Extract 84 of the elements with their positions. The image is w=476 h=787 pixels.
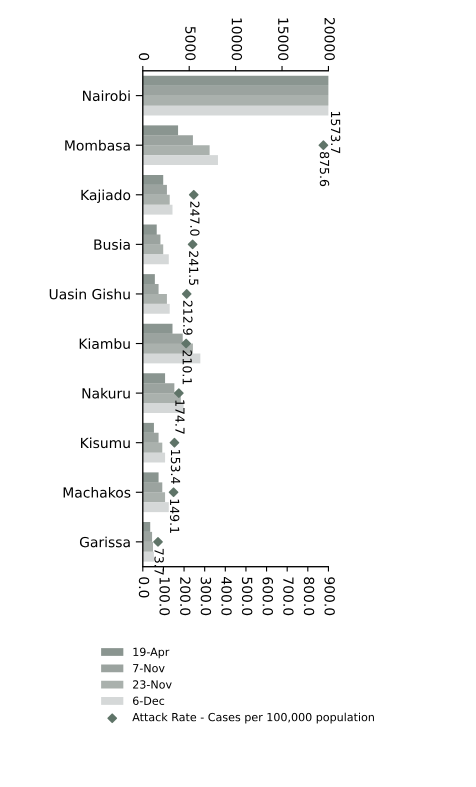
legend-label: 23-Nov (133, 680, 172, 689)
bar (142, 482, 162, 492)
y-tick-label: Kiambu (80, 338, 130, 349)
legend-label: 7-Nov (133, 664, 165, 672)
x2-tick-label: 400.0 (221, 577, 232, 616)
legend-label: Attack Rate - Cases per 100,000 population (132, 712, 374, 724)
bar (142, 244, 164, 254)
point (182, 289, 192, 299)
bar (142, 452, 166, 463)
point (188, 190, 199, 200)
bar (142, 155, 218, 166)
bar (142, 145, 210, 156)
point (318, 140, 328, 150)
data-label: 210.1 (182, 350, 192, 384)
data-label: 212.9 (183, 300, 193, 335)
y-tick-label: Mombasa (65, 140, 130, 151)
bar (142, 304, 170, 314)
y-tick-label: Machakos (64, 486, 130, 498)
bar (142, 194, 170, 205)
y-tick-label: Uasin Gishu (50, 288, 130, 300)
bar (142, 472, 159, 482)
x2-tick-label: 200.0 (180, 577, 191, 616)
point (153, 536, 163, 547)
data-label: 153.4 (170, 450, 180, 484)
legend-label: 19-Apr (133, 648, 170, 658)
bar (142, 542, 154, 552)
x2-tick-label: 700.0 (283, 578, 294, 616)
x-tick-label: 20000 (324, 18, 335, 60)
y-tick-label: Kisumu (81, 437, 130, 448)
bar (142, 502, 169, 512)
bar (142, 432, 159, 443)
bar (142, 373, 166, 384)
data-label: 247.0 (190, 202, 200, 236)
x2-tick-label: 600.0 (262, 577, 274, 616)
point (181, 338, 191, 348)
data-label: 174.7 (175, 400, 184, 434)
bar (142, 224, 157, 234)
bar (142, 284, 159, 294)
bar (142, 125, 178, 136)
bar (142, 254, 169, 264)
x-tick-label: 0 (138, 53, 150, 60)
bar (142, 274, 155, 284)
x2-tick-label: 0.0 (138, 577, 150, 598)
bar (142, 383, 174, 394)
bar (142, 492, 166, 502)
bar (142, 96, 328, 106)
bar (142, 135, 193, 146)
bar (142, 106, 328, 116)
x-tick-label: 5000 (185, 26, 196, 60)
y-tick-label: Busia (94, 239, 130, 250)
bar (142, 422, 154, 433)
point (170, 438, 180, 448)
x2-tick-label: 800.0 (304, 577, 314, 616)
x2-tick-label: 300.0 (200, 577, 212, 616)
data-label: 149.1 (170, 500, 180, 533)
x2-tick-label: 100.0 (159, 578, 170, 616)
data-label: 73.7 (154, 548, 164, 575)
point (188, 240, 198, 250)
bar (142, 442, 162, 453)
bar (142, 552, 154, 562)
x-tick-label: 15000 (278, 18, 289, 60)
bar (142, 324, 172, 334)
y-tick-label: Garissa (80, 536, 130, 548)
bar (142, 204, 172, 215)
x2-tick-label: 500.0 (242, 577, 252, 616)
bar (142, 334, 183, 344)
text: 1573.7 (330, 112, 340, 154)
bar (142, 184, 167, 195)
y-tick-label: Kajiado (81, 190, 130, 203)
data-label: 241.5 (188, 251, 198, 286)
y-tick-label: Nairobi (83, 90, 130, 102)
bar (142, 174, 164, 185)
legend-label: 6-Dec (133, 696, 164, 705)
x2-tick-label: 900.0 (324, 577, 335, 616)
y-tick-label: Nakuru (82, 388, 130, 399)
bar (142, 86, 328, 96)
point (174, 388, 184, 398)
bar (142, 532, 152, 542)
bar (142, 234, 160, 244)
data-label: 875.6 (320, 152, 330, 186)
x-tick-label: 10000 (232, 18, 242, 60)
bar (142, 76, 328, 86)
point (168, 487, 178, 498)
bar (142, 294, 167, 304)
